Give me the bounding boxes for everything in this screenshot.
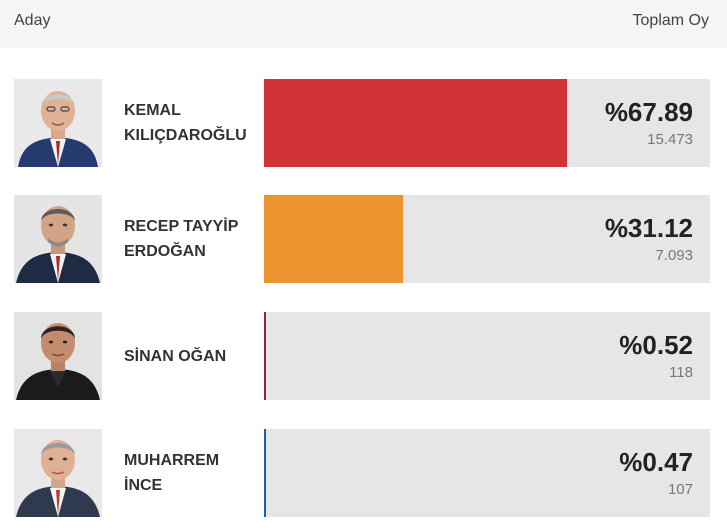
vote-percentage: %0.52 — [619, 330, 693, 360]
candidate-row[interactable]: KEMAL KILIÇDAROĞLU %67.89 15.473 — [0, 79, 727, 167]
candidate-photo — [14, 312, 102, 400]
vote-share-bar-fill — [264, 312, 266, 400]
vote-count: 15.473 — [647, 131, 693, 148]
candidate-row[interactable]: MUHARREM İNCE %0.47 107 — [0, 429, 727, 517]
candidate-name: SİNAN OĞAN — [124, 312, 254, 400]
candidate-name-line1: SİNAN OĞAN — [124, 347, 227, 365]
table-header: Aday Toplam Oy — [0, 0, 727, 48]
vote-percentage: %67.89 — [604, 97, 693, 127]
vote-share-bar-fill — [264, 429, 266, 517]
vote-count: 7.093 — [655, 247, 693, 264]
vote-percentage: %31.12 — [604, 213, 693, 243]
candidate-name-line1: MUHARREM — [124, 452, 220, 469]
candidate-name: RECEP TAYYİP ERDOĞAN — [124, 195, 254, 283]
candidate-name-line1: KEMAL — [124, 102, 181, 119]
vote-share-bar: %67.89 15.473 — [264, 79, 710, 167]
vote-share-bar: %0.52 118 — [264, 312, 710, 400]
candidate-name: MUHARREM İNCE — [124, 429, 254, 517]
vote-percentage: %0.47 — [619, 447, 693, 477]
candidate-photo — [14, 195, 102, 283]
vote-share-bar-fill — [264, 195, 403, 283]
vote-count: 107 — [667, 481, 693, 498]
candidate-photo — [14, 429, 102, 517]
candidate-row[interactable]: SİNAN OĞAN %0.52 118 — [0, 312, 727, 400]
candidate-name: KEMAL KILIÇDAROĞLU — [124, 79, 254, 167]
header-candidate-label: Aday — [14, 12, 51, 29]
vote-count: 118 — [669, 364, 693, 381]
candidate-photo — [14, 79, 102, 167]
header-total-votes-label: Toplam Oy — [632, 12, 709, 29]
vote-share-bar-fill — [264, 79, 567, 167]
candidate-name-line2: KILIÇDAROĞLU — [124, 127, 247, 144]
vote-share-bar: %0.47 107 — [264, 429, 710, 517]
candidate-row[interactable]: RECEP TAYYİP ERDOĞAN %31.12 7.093 — [0, 195, 727, 283]
candidate-name-line2: ERDOĞAN — [124, 243, 206, 260]
candidate-name-line1: RECEP TAYYİP — [124, 218, 239, 235]
vote-share-bar: %31.12 7.093 — [264, 195, 710, 283]
candidate-name-line2: İNCE — [124, 477, 163, 494]
